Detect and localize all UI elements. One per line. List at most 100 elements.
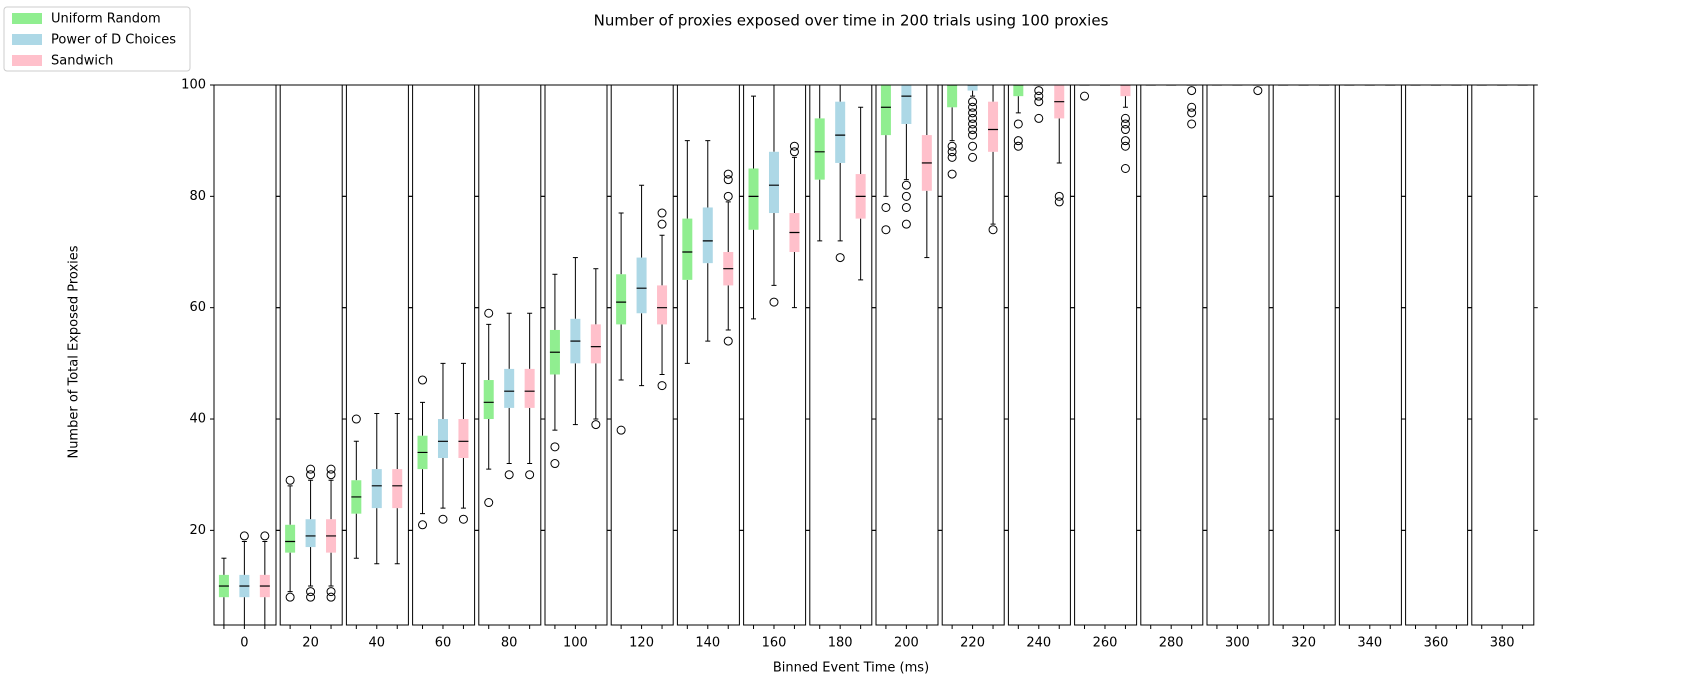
flier <box>1187 119 1197 129</box>
flier <box>1120 125 1130 135</box>
flier <box>901 202 911 212</box>
y-tick-label: 60 <box>189 300 206 315</box>
flier <box>484 308 494 318</box>
flier <box>306 470 316 480</box>
flier <box>239 531 249 541</box>
flier <box>789 141 799 151</box>
flier <box>901 219 911 229</box>
box <box>835 101 846 163</box>
panel <box>748 85 800 320</box>
flier <box>504 470 514 480</box>
panel-frame <box>1007 84 1071 626</box>
panel <box>218 540 270 625</box>
x-tick-label: 360 <box>1424 636 1449 651</box>
panel <box>682 140 734 364</box>
x-tick-label: 0 <box>240 636 248 651</box>
flier <box>306 592 316 602</box>
x-tick-label: 40 <box>369 636 386 651</box>
x-tick-label: 80 <box>501 636 518 651</box>
panel-frame <box>412 84 476 626</box>
flier <box>1054 197 1064 207</box>
flier <box>285 592 295 602</box>
flier <box>458 514 468 524</box>
flier <box>260 531 270 541</box>
legend-frame <box>3 6 191 72</box>
box <box>524 368 535 408</box>
flier <box>1120 113 1130 123</box>
box <box>504 368 515 408</box>
legend-label: Sandwich <box>51 54 113 69</box>
flier <box>1187 108 1197 118</box>
panel <box>947 85 999 225</box>
flier <box>968 119 978 129</box>
panel-frame <box>1206 84 1270 626</box>
flier <box>723 336 733 346</box>
flier <box>723 169 733 179</box>
panel-frame <box>1338 84 1402 626</box>
box <box>947 85 958 108</box>
panel <box>880 85 932 259</box>
flier <box>525 470 535 480</box>
panel-frame <box>875 84 939 626</box>
flier <box>1013 141 1023 151</box>
legend-swatch <box>12 55 42 66</box>
flier <box>550 442 560 452</box>
flier <box>881 225 891 235</box>
box <box>768 151 779 214</box>
flier <box>947 147 957 157</box>
flier <box>881 202 891 212</box>
flier <box>550 459 560 469</box>
x-tick-label: 240 <box>1026 636 1051 651</box>
flier <box>947 141 957 151</box>
panel <box>549 257 601 431</box>
flier <box>1034 91 1044 101</box>
flier <box>988 225 998 235</box>
legend-swatch <box>12 34 42 45</box>
x-tick-label: 60 <box>435 636 452 651</box>
y-tick-label: 20 <box>189 523 206 538</box>
panel <box>483 312 535 470</box>
panel-frame <box>610 84 674 626</box>
flier <box>1054 191 1064 201</box>
panel <box>616 184 668 387</box>
panel <box>814 85 866 281</box>
flier <box>657 381 667 391</box>
flier <box>591 420 601 430</box>
panel-frame <box>213 84 277 626</box>
panel <box>351 412 403 565</box>
flier <box>418 375 428 385</box>
box <box>880 85 891 136</box>
flier <box>326 470 336 480</box>
box <box>901 85 912 124</box>
box <box>1120 85 1131 97</box>
flier <box>968 97 978 107</box>
legend-label: Uniform Random <box>51 12 161 27</box>
panel-frame <box>809 84 873 626</box>
box <box>748 168 759 230</box>
chart-title: Number of proxies exposed over time in 2… <box>594 12 1109 30</box>
flier <box>1013 119 1023 129</box>
flier <box>1120 164 1130 174</box>
flier <box>657 208 667 218</box>
panel <box>285 479 337 593</box>
box <box>967 85 978 91</box>
panel-frame <box>478 84 542 626</box>
flier <box>968 113 978 123</box>
panel-frame <box>279 84 343 626</box>
flier <box>968 141 978 151</box>
flier <box>723 191 733 201</box>
flier <box>1034 97 1044 107</box>
flier <box>901 191 911 201</box>
legend: Uniform Random Power of D Choices Sandwich <box>3 6 191 72</box>
flier <box>326 464 336 474</box>
panel-frame <box>1471 84 1535 626</box>
x-tick-label: 160 <box>762 636 787 651</box>
box <box>702 207 713 264</box>
x-tick-label: 100 <box>563 636 588 651</box>
flier <box>1034 113 1044 123</box>
box <box>371 469 382 509</box>
y-axis-label: Number of Total Exposed Proxies <box>67 245 82 458</box>
panel-frame <box>544 84 608 626</box>
